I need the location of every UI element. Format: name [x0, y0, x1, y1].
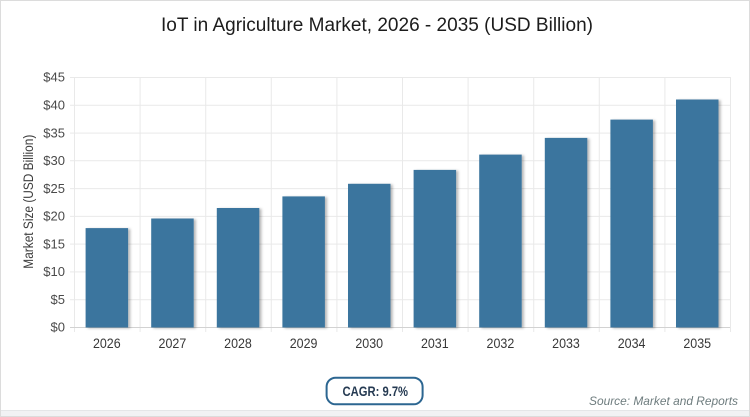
svg-text:2034: 2034 [618, 335, 646, 351]
svg-text:$25: $25 [43, 181, 65, 196]
svg-text:IoT in Agriculture Market, 202: IoT in Agriculture Market, 2026 - 2035 (… [161, 15, 593, 36]
svg-text:$20: $20 [43, 209, 65, 224]
svg-text:Source: Market and Reports: Source: Market and Reports [589, 394, 738, 408]
svg-text:Market Size (USD Billion): Market Size (USD Billion) [21, 135, 36, 269]
svg-text:$30: $30 [43, 153, 65, 168]
svg-text:2032: 2032 [487, 335, 515, 351]
svg-text:$0: $0 [51, 320, 65, 335]
svg-text:2030: 2030 [355, 335, 383, 351]
svg-text:2031: 2031 [421, 335, 449, 351]
svg-text:$5: $5 [51, 292, 65, 307]
svg-text:2029: 2029 [290, 335, 318, 351]
svg-text:CAGR: 9.7%: CAGR: 9.7% [343, 383, 409, 399]
svg-text:2027: 2027 [159, 335, 187, 351]
svg-text:2033: 2033 [552, 335, 580, 351]
svg-text:2035: 2035 [683, 335, 711, 351]
svg-text:$40: $40 [43, 98, 65, 113]
svg-text:$45: $45 [43, 70, 65, 85]
svg-text:$35: $35 [43, 125, 65, 140]
svg-text:2028: 2028 [224, 335, 252, 351]
svg-text:2026: 2026 [93, 335, 121, 351]
svg-text:$15: $15 [43, 236, 65, 251]
svg-text:$10: $10 [43, 264, 65, 279]
